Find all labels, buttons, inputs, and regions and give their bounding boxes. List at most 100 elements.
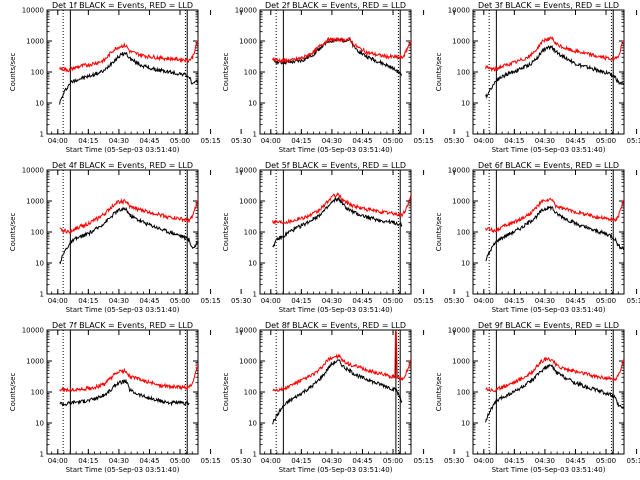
- y-axis-label: Counts/sec: [222, 373, 230, 412]
- x-tick-label: 05:15: [626, 297, 640, 305]
- y-tick-label: 10: [248, 100, 257, 108]
- x-tick-label: 04:15: [291, 137, 311, 145]
- y-tick-label: 10: [248, 260, 257, 268]
- plot-frame: [259, 329, 412, 455]
- events-series-line: [485, 205, 624, 262]
- x-tick-label: 05:15: [626, 137, 640, 145]
- x-tick-label: 04:45: [565, 297, 585, 305]
- x-tick-label: 04:15: [504, 457, 524, 465]
- x-tick-label: 04:15: [291, 297, 311, 305]
- y-tick-label: 10: [35, 100, 44, 108]
- y-axis-label: Counts/sec: [435, 213, 443, 252]
- x-tick-label: 04:00: [261, 137, 281, 145]
- events-series-line: [272, 359, 403, 425]
- y-tick-label: 100: [31, 69, 44, 77]
- x-tick-label: 04:45: [139, 137, 159, 145]
- x-tick-label: 04:45: [565, 137, 585, 145]
- x-tick-label: 04:15: [504, 137, 524, 145]
- y-tick-label: 1000: [452, 198, 470, 206]
- x-axis-label: Start Time (05-Sep-03 03:51:40): [279, 466, 393, 474]
- plot-area: [485, 170, 624, 294]
- y-tick-label: 1000: [239, 38, 257, 46]
- y-tick-label: 10000: [235, 167, 257, 175]
- panel-title: Det 1f BLACK = Events, RED = LLD: [52, 1, 193, 10]
- chart-panel-6: Det 6f BLACK = Events, RED = LLD 1 10 100 10…: [435, 161, 640, 314]
- chart-panel-1: Det 1f BLACK = Events, RED = LLD 1 10 100 10…: [9, 1, 251, 154]
- y-tick-label: 100: [457, 229, 470, 237]
- x-tick-label: 05:15: [413, 137, 433, 145]
- lld-series-line: [272, 192, 411, 226]
- y-tick-label: 10000: [448, 327, 470, 335]
- x-tick-label: 04:30: [322, 457, 342, 465]
- x-tick-label: 04:00: [261, 297, 281, 305]
- x-tick-label: 04:45: [352, 297, 372, 305]
- lld-series-line: [485, 36, 624, 73]
- x-tick-label: 04:30: [322, 297, 342, 305]
- x-tick-label: 04:00: [261, 457, 281, 465]
- y-tick-label: 10000: [448, 7, 470, 15]
- y-tick-label: 10: [461, 100, 470, 108]
- y-axis-label: Counts/sec: [9, 213, 17, 252]
- panel-title: Det 8f BLACK = Events, RED = LLD: [265, 321, 406, 330]
- y-tick-label: 1: [40, 131, 44, 139]
- x-axis-label: Start Time (05-Sep-03 03:51:40): [279, 146, 393, 154]
- y-tick-label: 10: [461, 260, 470, 268]
- x-tick-label: 05:00: [596, 457, 616, 465]
- y-tick-label: 1: [253, 291, 257, 299]
- lld-series-line: [59, 38, 198, 73]
- y-tick-label: 1000: [26, 358, 44, 366]
- y-axis-label: Counts/sec: [222, 213, 230, 252]
- x-tick-label: 05:00: [383, 137, 403, 145]
- y-tick-label: 10000: [22, 7, 44, 15]
- lld-series-line: [485, 356, 624, 393]
- plot-area: [485, 10, 624, 134]
- y-tick-label: 10000: [22, 327, 44, 335]
- chart-panel-2: Det 2f BLACK = Events, RED = LLD 1 10 100 10…: [222, 1, 464, 154]
- x-tick-label: 05:00: [383, 457, 403, 465]
- plot-area: [272, 330, 411, 454]
- chart-panel-7: Det 7f BLACK = Events, RED = LLD 1 10 100 10…: [9, 321, 251, 474]
- plot-frame: [46, 169, 199, 295]
- panel-title: Det 3f BLACK = Events, RED = LLD: [478, 1, 619, 10]
- x-tick-label: 05:30: [444, 457, 464, 465]
- x-tick-label: 04:15: [291, 457, 311, 465]
- y-tick-label: 10000: [22, 167, 44, 175]
- chart-panel-5: Det 5f BLACK = Events, RED = LLD 1 10 100 10…: [222, 161, 464, 314]
- x-axis-label: Start Time (05-Sep-03 03:51:40): [492, 146, 606, 154]
- plot-area: [59, 330, 198, 454]
- y-tick-label: 100: [31, 389, 44, 397]
- x-tick-label: 04:30: [535, 297, 555, 305]
- x-tick-label: 04:30: [535, 457, 555, 465]
- x-tick-label: 04:45: [565, 457, 585, 465]
- x-tick-label: 04:00: [48, 457, 68, 465]
- events-series-line: [485, 44, 624, 100]
- y-axis-label: Counts/sec: [435, 373, 443, 412]
- x-tick-label: 04:00: [48, 137, 68, 145]
- x-tick-label: 05:15: [200, 137, 220, 145]
- events-series-line: [272, 196, 403, 248]
- x-tick-label: 05:30: [231, 137, 251, 145]
- y-tick-label: 10: [461, 420, 470, 428]
- x-tick-label: 04:00: [48, 297, 68, 305]
- x-tick-label: 05:30: [444, 297, 464, 305]
- events-series-line: [485, 363, 624, 423]
- x-axis-label: Start Time (05-Sep-03 03:51:40): [492, 306, 606, 314]
- plot-area: [272, 170, 411, 294]
- x-axis-label: Start Time (05-Sep-03 03:51:40): [66, 466, 180, 474]
- panel-title: Det 4f BLACK = Events, RED = LLD: [52, 161, 193, 170]
- x-tick-label: 05:15: [413, 457, 433, 465]
- lld-series-line: [485, 197, 624, 234]
- y-tick-label: 1: [466, 131, 470, 139]
- y-axis-label: Counts/sec: [435, 53, 443, 92]
- y-tick-label: 10: [35, 260, 44, 268]
- y-tick-label: 100: [244, 229, 257, 237]
- panel-title: Det 9f BLACK = Events, RED = LLD: [478, 321, 619, 330]
- panel-title: Det 5f BLACK = Events, RED = LLD: [265, 161, 406, 170]
- events-series-line: [59, 206, 198, 265]
- lld-series-line: [272, 330, 411, 393]
- x-axis-label: Start Time (05-Sep-03 03:51:40): [66, 306, 180, 314]
- y-tick-label: 100: [244, 389, 257, 397]
- y-tick-label: 1: [466, 451, 470, 459]
- events-series-line: [59, 52, 198, 105]
- plot-frame: [472, 329, 625, 455]
